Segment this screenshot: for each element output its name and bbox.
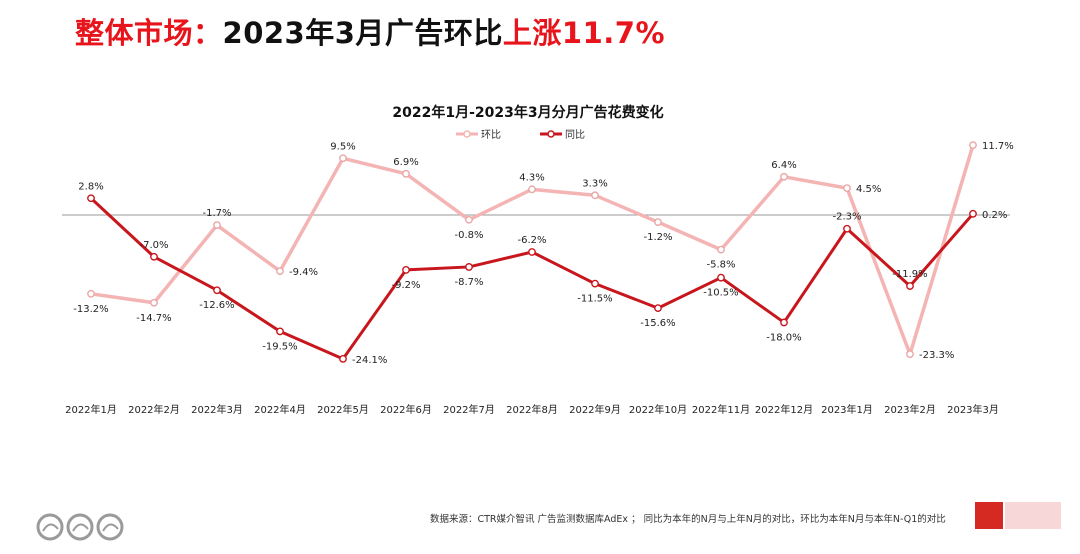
x-tick-label: 2022年11月 xyxy=(692,403,750,416)
data-label: -6.2% xyxy=(517,235,546,246)
data-label: -9.2% xyxy=(391,280,420,291)
headline-prefix: 整体市场： xyxy=(75,16,223,50)
data-point xyxy=(843,224,851,233)
x-tick-label: 2022年7月 xyxy=(443,403,495,416)
data-label: -24.1% xyxy=(352,355,387,366)
data-point xyxy=(465,215,473,224)
data-label: 9.5% xyxy=(330,141,355,152)
data-label: 6.4% xyxy=(771,160,796,171)
data-point xyxy=(87,194,95,203)
legend-marker-1 xyxy=(547,130,555,138)
data-point xyxy=(780,172,788,181)
decor-block-dark xyxy=(975,502,1003,529)
x-tick-label: 2022年9月 xyxy=(569,403,621,416)
data-point xyxy=(339,354,347,363)
data-label: 0.2% xyxy=(982,210,1007,221)
legend-marker-0 xyxy=(463,130,471,138)
x-tick-label: 2022年6月 xyxy=(380,403,432,416)
data-label: 6.9% xyxy=(393,157,418,168)
data-label: -9.4% xyxy=(289,267,318,278)
data-point xyxy=(150,298,158,307)
data-point xyxy=(717,273,725,282)
data-point xyxy=(150,252,158,261)
data-point xyxy=(591,191,599,200)
data-point xyxy=(402,169,410,178)
data-label: 11.7% xyxy=(982,141,1014,152)
data-point xyxy=(969,141,977,150)
data-label: -11.9% xyxy=(892,269,927,280)
data-label: -13.2% xyxy=(73,304,108,315)
data-point xyxy=(213,221,221,230)
data-label: 4.5% xyxy=(856,184,881,195)
chart-title: 2022年1月-2023年3月分月广告花费变化 xyxy=(392,104,663,121)
headline: 整体市场：2023年3月广告环比上涨11.7% xyxy=(75,10,665,52)
data-label: -14.7% xyxy=(136,313,171,324)
data-point xyxy=(276,267,284,276)
data-point xyxy=(87,289,95,298)
data-point xyxy=(906,350,914,359)
data-label: 2.8% xyxy=(78,181,103,192)
x-tick-label: 2022年3月 xyxy=(191,403,243,416)
data-label: -11.5% xyxy=(577,294,612,305)
decor-block-light xyxy=(1005,502,1061,529)
x-tick-label: 2023年2月 xyxy=(884,403,936,416)
x-tick-label: 2022年8月 xyxy=(506,403,558,416)
x-tick-label: 2022年4月 xyxy=(254,403,306,416)
data-label: -5.8% xyxy=(706,260,735,271)
data-point xyxy=(843,184,851,193)
data-label: -2.3% xyxy=(832,212,861,223)
data-label: -8.7% xyxy=(454,277,483,288)
data-label: 3.3% xyxy=(582,178,607,189)
headline-middle: 2023年3月广告环比 xyxy=(222,16,503,50)
x-tick-label: 2022年2月 xyxy=(128,403,180,416)
data-point xyxy=(339,154,347,163)
data-point xyxy=(276,327,284,336)
data-point xyxy=(591,279,599,288)
data-label: -15.6% xyxy=(640,318,675,329)
data-point xyxy=(402,266,410,274)
legend-label-1: 同比 xyxy=(565,129,585,141)
data-label: -23.3% xyxy=(919,350,954,361)
data-label: -18.0% xyxy=(766,332,801,343)
data-point xyxy=(780,318,788,327)
x-tick-label: 2022年12月 xyxy=(755,403,813,416)
x-tick-label: 2023年3月 xyxy=(947,403,999,416)
data-label: -7.0% xyxy=(139,240,168,251)
data-point xyxy=(654,304,662,313)
data-point xyxy=(465,263,473,271)
data-point xyxy=(969,209,977,218)
x-tick-label: 2023年1月 xyxy=(821,403,873,416)
data-point xyxy=(654,218,662,227)
data-point xyxy=(528,248,536,256)
data-point xyxy=(213,286,221,295)
logo-mark-1 xyxy=(36,513,64,541)
legend-label-0: 环比 xyxy=(481,129,501,141)
brand-logos xyxy=(36,513,124,541)
data-label: -19.5% xyxy=(262,341,297,352)
data-label: 4.3% xyxy=(519,172,544,183)
data-point xyxy=(906,282,914,290)
data-label: -1.7% xyxy=(202,208,231,219)
logo-mark-2 xyxy=(66,513,94,541)
data-point xyxy=(528,185,536,194)
x-tick-label: 2022年10月 xyxy=(629,403,687,416)
data-source-note: 数据来源：CTR媒介智讯 广告监测数据库AdEx ； 同比为本年的N月与上年N月… xyxy=(430,514,946,525)
headline-highlight: 上涨11.7% xyxy=(502,16,666,50)
x-tick-label: 2022年5月 xyxy=(317,403,369,416)
data-point xyxy=(717,245,725,254)
data-label: -0.8% xyxy=(454,230,483,241)
logo-mark-3 xyxy=(96,513,124,541)
data-label: -12.6% xyxy=(199,300,234,311)
data-label: -1.2% xyxy=(643,232,672,243)
data-label: -10.5% xyxy=(703,288,738,299)
x-tick-label: 2022年1月 xyxy=(65,403,117,416)
